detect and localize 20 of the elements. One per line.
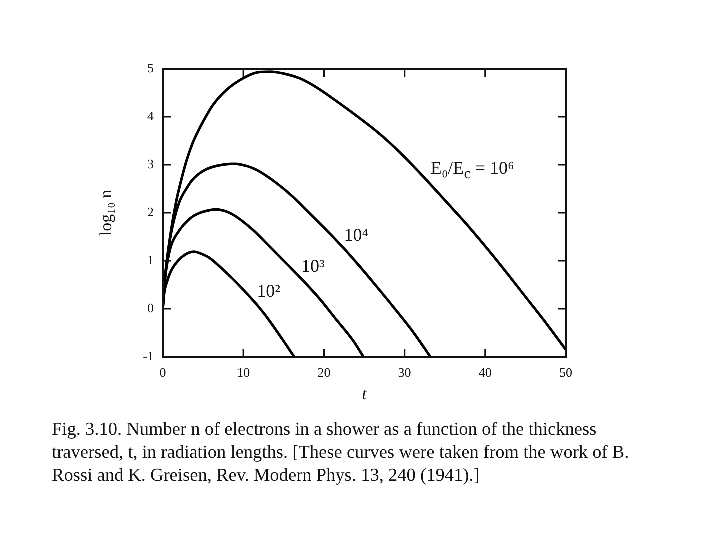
series-label: 10⁴ [344, 225, 369, 246]
y-tick-label: 5 [148, 60, 154, 76]
x-axis-title: t [362, 384, 368, 404]
caption: Fig. 3.10. Number n of electrons in a shower as a function of the thickness traversed, t, in radiation lengths. [These curves were taken from the work of B. Rossi and K. Greisen, Rev. Modern Phys. 13, 240 (1941).] [52, 418, 630, 487]
x-tick-label: 50 [560, 365, 572, 380]
x-tick-label: 10 [237, 365, 250, 380]
y-axis-title: log₁₀ n [96, 189, 116, 236]
series-label: E₀/E$_{c}$ = 10⁶ [430, 158, 514, 183]
y-tick-label: 4 [148, 108, 154, 124]
x-tick-label: 0 [160, 365, 166, 380]
series-label: 10³ [301, 256, 325, 276]
y-tick-label: 1 [148, 252, 154, 268]
x-tick-label: 30 [398, 365, 412, 380]
y-tick-label: 2 [148, 204, 154, 220]
y-tick-label: 0 [148, 300, 154, 316]
y-tick-label: 3 [148, 156, 154, 172]
x-tick-label: 40 [478, 365, 492, 380]
y-tick-label: -1 [143, 348, 154, 364]
series-label: 10² [257, 280, 280, 301]
x-tick-label: 20 [318, 365, 331, 380]
